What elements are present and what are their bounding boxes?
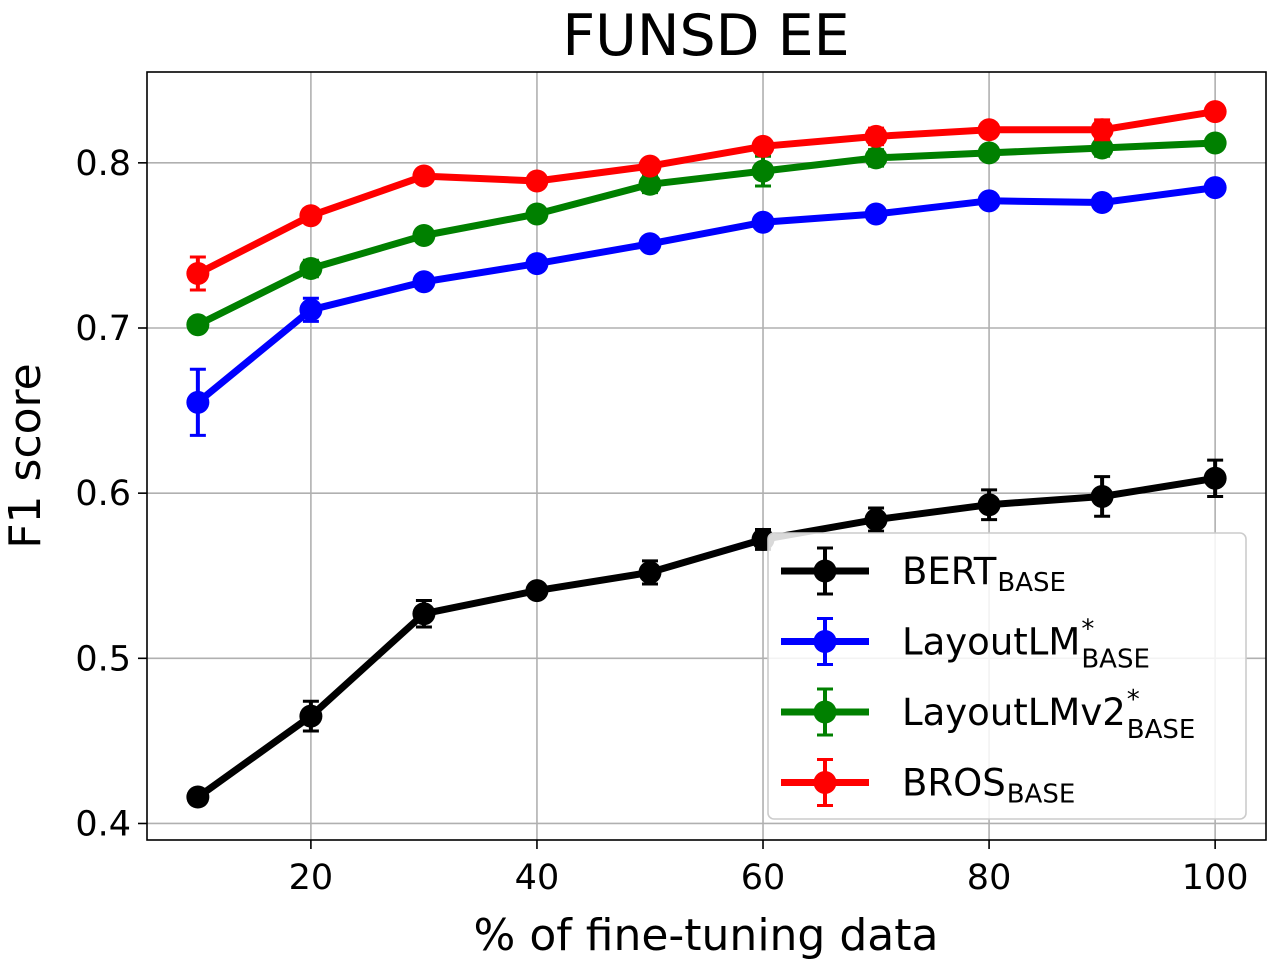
x-tick-label: 40 <box>515 858 560 898</box>
data-point <box>525 202 549 226</box>
data-point <box>638 232 662 256</box>
data-point <box>299 704 323 728</box>
data-point <box>186 390 210 414</box>
legend-label-name: BERT <box>902 550 997 593</box>
legend-label-name: LayoutLMv2 <box>902 691 1126 734</box>
data-point <box>1203 176 1227 200</box>
axis-ticks: 20 40 60 80 100 0.4 0.5 0.6 0.7 0.8 <box>75 144 1248 898</box>
legend-label-sup: * <box>1081 615 1094 645</box>
data-point <box>1203 100 1227 124</box>
data-point <box>977 493 1001 517</box>
data-point <box>299 298 323 322</box>
chart-title: FUNSD EE <box>562 3 849 69</box>
data-point <box>412 602 436 626</box>
data-point <box>751 159 775 183</box>
data-point <box>638 560 662 584</box>
data-point <box>864 124 888 148</box>
data-point <box>864 508 888 532</box>
data-point <box>1090 118 1114 142</box>
data-point <box>977 141 1001 165</box>
series-layoutlmv2 <box>186 131 1227 337</box>
legend-marker <box>813 630 837 653</box>
legend-marker <box>813 559 837 583</box>
legend-label-sup: * <box>1127 685 1140 715</box>
y-tick-label: 0.5 <box>75 639 131 679</box>
x-tick-label: 80 <box>967 858 1012 898</box>
series-layoutlm <box>186 176 1227 437</box>
data-point <box>638 154 662 178</box>
data-point <box>525 169 549 193</box>
legend-box <box>767 532 1247 820</box>
y-axis-label: F1 score <box>0 363 51 549</box>
data-point <box>1090 190 1114 214</box>
data-point <box>864 146 888 170</box>
legend-label: BERTBASE <box>902 550 1066 598</box>
data-point <box>1090 136 1114 160</box>
data-point <box>864 202 888 226</box>
legend-label: LayoutLM* BASE <box>902 615 1150 675</box>
series-line <box>194 139 1219 329</box>
x-tick-label: 60 <box>741 858 786 898</box>
data-point <box>299 257 323 281</box>
legend-marker <box>813 771 837 794</box>
x-axis-label: % of fine-tuning data <box>474 910 939 960</box>
plot-frame <box>146 71 1267 841</box>
legend-item: BROSBASE <box>781 758 1075 810</box>
legend-label-name: LayoutLM <box>902 621 1080 664</box>
data-point <box>977 118 1001 142</box>
data-point <box>412 224 436 248</box>
legend-label-sub: BASE <box>997 568 1066 598</box>
data-point <box>1203 131 1227 155</box>
legend-label-sub: BASE <box>1007 780 1076 810</box>
data-point <box>751 210 775 234</box>
data-point <box>1203 466 1227 490</box>
data-point <box>186 261 210 285</box>
data-point <box>412 164 436 188</box>
legend-item: BERTBASE <box>781 546 1066 598</box>
legend-item: LayoutLMv2* BASE <box>781 685 1195 745</box>
data-point <box>525 579 549 603</box>
series-bert <box>186 458 1227 809</box>
data-point <box>1090 484 1114 508</box>
series-line <box>194 474 1219 801</box>
x-tick-label: 100 <box>1182 858 1249 898</box>
y-tick-label: 0.8 <box>75 144 131 184</box>
y-tick-label: 0.6 <box>75 474 131 514</box>
data-point <box>412 270 436 294</box>
series-group <box>186 100 1227 809</box>
legend-label-sub: BASE <box>1081 645 1150 675</box>
series-bros <box>186 100 1227 292</box>
legend-marker <box>813 700 837 724</box>
data-point <box>977 189 1001 213</box>
legend-label-name: BROS <box>902 762 1006 805</box>
legend-label: LayoutLMv2* BASE <box>902 685 1195 745</box>
x-tick-label: 20 <box>289 858 334 898</box>
data-point <box>299 204 323 228</box>
series-line <box>194 108 1219 277</box>
y-tick-label: 0.4 <box>75 804 131 844</box>
legend-label-sub: BASE <box>1127 715 1196 745</box>
data-point <box>525 252 549 276</box>
series-line <box>194 184 1219 406</box>
legend-item: LayoutLM* BASE <box>781 615 1150 675</box>
legend-label: BROSBASE <box>902 762 1075 810</box>
data-point <box>186 313 210 337</box>
data-point <box>751 134 775 158</box>
data-point <box>186 785 210 809</box>
y-tick-label: 0.7 <box>75 309 131 349</box>
data-point <box>638 172 662 196</box>
